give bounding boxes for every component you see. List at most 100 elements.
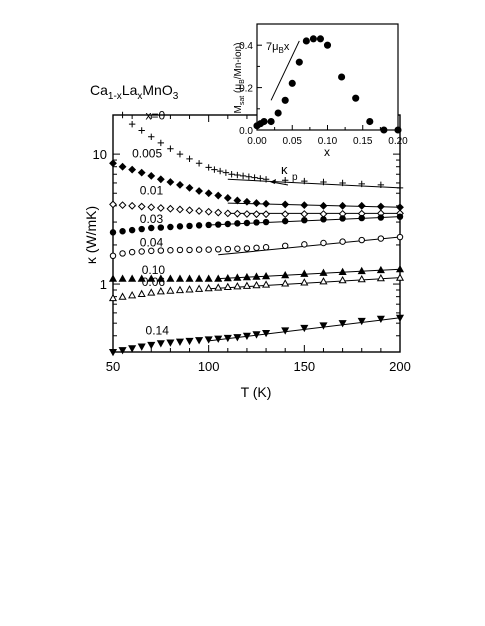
data-point <box>262 329 271 338</box>
data-point <box>395 265 405 273</box>
data-point <box>128 345 137 353</box>
data-point <box>156 287 165 295</box>
data-point <box>300 278 309 286</box>
data-point <box>185 183 194 192</box>
series-label: 0.14 <box>146 323 170 337</box>
data-point <box>157 139 165 147</box>
data-point <box>253 244 260 252</box>
data-point <box>138 225 145 233</box>
series-0.14 <box>108 314 405 357</box>
data-point <box>214 208 223 217</box>
data-point <box>319 277 328 285</box>
data-point <box>156 175 165 184</box>
data-point <box>195 246 203 253</box>
inset-line-label: 7μBx <box>266 41 290 55</box>
main-series-labels: x=0 0.005 0.01 0.03 0.04 0.100.06 0.14 <box>132 108 169 337</box>
data-point <box>223 282 232 291</box>
data-point <box>176 223 184 230</box>
data-point <box>204 207 213 216</box>
inset-y-axis-label: Msat (μB/Mn-ion) <box>233 43 246 114</box>
series-label: 0.04 <box>140 235 164 249</box>
data-point <box>147 203 156 212</box>
series-label: 0.005 <box>132 147 162 161</box>
data-point <box>138 127 145 134</box>
data-point <box>253 219 260 226</box>
data-point <box>185 206 194 215</box>
series-label: 0.03 <box>140 212 164 226</box>
data-point <box>119 111 126 119</box>
data-point <box>175 274 185 282</box>
data-point <box>357 201 366 210</box>
inset-data-point <box>352 94 360 102</box>
data-point <box>167 145 174 152</box>
data-point <box>262 210 270 219</box>
series-0.04 <box>109 233 404 260</box>
data-point <box>216 167 224 175</box>
inset-data-point <box>295 58 303 66</box>
data-point <box>128 226 136 234</box>
data-point <box>118 162 127 171</box>
data-point <box>338 276 347 284</box>
data-point <box>301 241 308 248</box>
data-point <box>195 337 204 345</box>
data-point <box>281 210 290 219</box>
data-point <box>281 242 289 250</box>
data-point <box>214 283 223 291</box>
data-point <box>109 200 117 209</box>
data-point <box>211 166 218 173</box>
data-point <box>166 339 175 347</box>
data-point <box>262 280 271 288</box>
data-point <box>281 217 289 225</box>
data-point <box>128 165 137 174</box>
inset-data-point <box>338 73 346 81</box>
series-0.01 <box>109 200 404 219</box>
data-point <box>245 173 253 180</box>
data-point <box>395 273 405 281</box>
main-series <box>108 111 405 357</box>
inset-series <box>253 35 402 134</box>
inset-fit-line <box>270 40 300 101</box>
data-point <box>147 288 156 296</box>
data-point <box>281 327 290 335</box>
data-point <box>252 331 261 339</box>
data-point <box>118 292 127 300</box>
y-tick-label: 10 <box>93 147 107 162</box>
data-point <box>338 320 347 328</box>
data-point <box>186 246 193 254</box>
data-point <box>239 172 247 180</box>
data-point <box>176 205 184 214</box>
series-label: 0.01 <box>140 183 164 197</box>
data-point <box>185 274 194 282</box>
data-point <box>108 274 118 282</box>
data-point <box>228 171 235 178</box>
data-point <box>301 177 308 185</box>
data-point <box>281 200 290 209</box>
data-point <box>338 267 347 275</box>
inset-linear-line <box>270 40 300 101</box>
data-point <box>128 248 136 256</box>
data-point <box>396 184 404 192</box>
fit-line <box>218 236 401 256</box>
inset-x-axis-label: x <box>324 145 330 159</box>
data-point <box>176 150 184 158</box>
data-point <box>205 164 212 171</box>
data-point <box>157 224 165 231</box>
data-point <box>214 191 223 200</box>
data-point <box>148 247 155 255</box>
data-point <box>137 274 146 282</box>
chart-title: Ca1-xLaxMnO3 <box>90 82 179 102</box>
data-point <box>251 174 258 181</box>
data-point <box>166 274 175 282</box>
data-point <box>338 201 347 210</box>
data-point <box>186 155 193 163</box>
data-point <box>137 289 146 297</box>
data-point <box>376 202 385 211</box>
inset-x-tick-label: 0.10 <box>318 136 338 147</box>
data-point <box>166 178 175 186</box>
data-point <box>243 210 251 218</box>
data-point <box>156 340 165 348</box>
data-point <box>195 187 204 195</box>
data-point <box>185 285 194 293</box>
data-point <box>205 221 212 229</box>
